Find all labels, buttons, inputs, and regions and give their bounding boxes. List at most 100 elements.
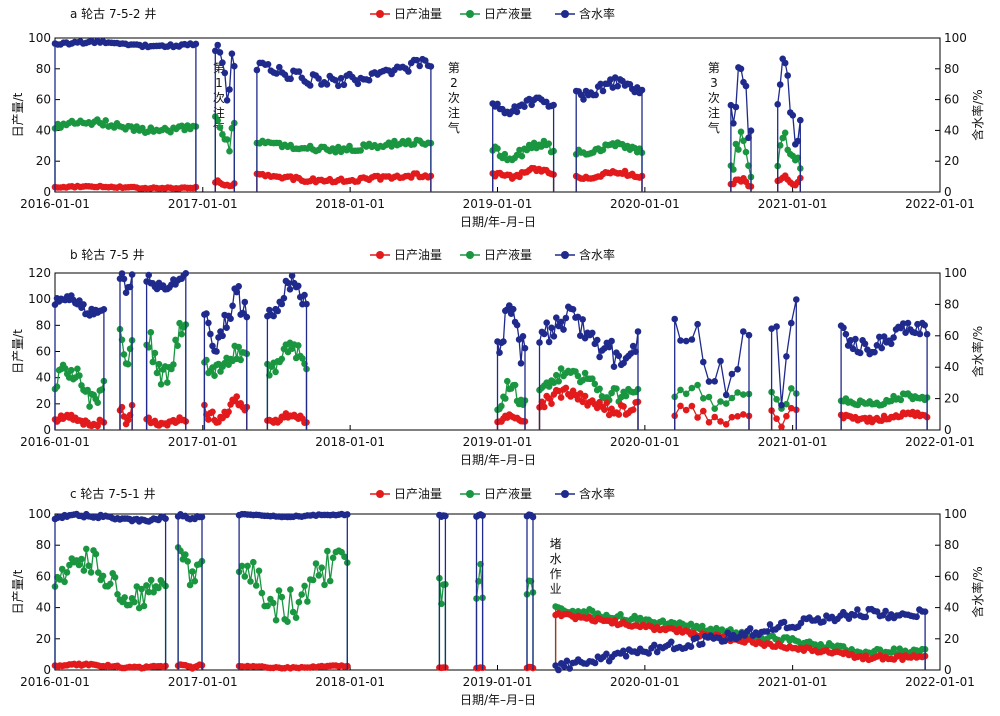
series-oil [51, 164, 804, 193]
annotation-char: 注 [708, 105, 720, 120]
data-point-water [622, 653, 630, 660]
series-liquid [51, 319, 931, 430]
data-point-water [717, 357, 724, 365]
data-point-liquid [186, 581, 194, 589]
y2-tick-label: 40 [944, 601, 959, 615]
y2-tick-label: 0 [944, 663, 952, 677]
data-point-liquid [61, 365, 69, 372]
data-point-water [122, 289, 130, 297]
data-point-water [219, 332, 226, 340]
legend-label-oil: 日产油量 [394, 248, 442, 262]
y2-tick-label: 60 [944, 569, 959, 583]
data-point-water [562, 314, 570, 322]
data-point-water [80, 301, 87, 308]
data-point-water [776, 81, 784, 88]
data-point-water [634, 328, 642, 335]
data-point-liquid [147, 576, 155, 584]
annotation-char: 第 [708, 61, 720, 75]
data-point-oil [677, 402, 684, 410]
data-point-liquid [247, 578, 254, 585]
data-point-water [734, 366, 741, 373]
data-point-liquid [278, 593, 286, 601]
data-point-liquid [238, 562, 246, 570]
annotation-char: 次 [448, 91, 460, 105]
data-point-liquid [682, 390, 690, 398]
legend-label-oil: 日产油量 [394, 487, 442, 501]
y-tick-label: 80 [36, 318, 51, 332]
data-point-water [651, 641, 658, 649]
y-tick-label: 0 [43, 185, 51, 199]
data-point-liquid [147, 329, 155, 336]
data-point-water [416, 62, 424, 70]
data-point-liquid [182, 551, 189, 558]
data-point-liquid [223, 136, 231, 143]
data-point-water [278, 300, 286, 308]
data-point-liquid [189, 568, 196, 575]
y2-tick-label: 100 [944, 31, 967, 45]
data-point-water [306, 82, 314, 89]
data-point-water [789, 112, 797, 119]
y2-tick-label: 60 [944, 93, 959, 107]
data-point-liquid [99, 572, 107, 580]
data-point-liquid [292, 614, 300, 621]
data-point-liquid [164, 379, 171, 386]
legend-marker-water [561, 10, 569, 18]
data-point-water [555, 666, 562, 674]
data-point-water [902, 329, 909, 337]
data-point-oil [788, 404, 795, 412]
data-point-water [844, 342, 852, 349]
data-point-water [543, 319, 550, 327]
data-point-water [521, 344, 529, 352]
data-point-water [162, 515, 169, 522]
annotation-char: 2 [450, 76, 458, 90]
data-point-oil [124, 416, 132, 424]
data-point-water [887, 340, 895, 348]
annotation-char: 次 [708, 91, 720, 105]
legend-marker-water [561, 251, 569, 259]
data-point-water [557, 318, 565, 326]
data-point-water [727, 101, 735, 109]
legend-marker-liquid [466, 251, 474, 259]
data-point-water [560, 326, 567, 333]
data-point-water [214, 41, 221, 49]
data-point-water [219, 59, 226, 66]
y-tick-label: 40 [36, 601, 51, 615]
series-line-water [54, 40, 197, 192]
data-point-liquid [287, 586, 294, 593]
data-point-liquid [728, 394, 736, 402]
annotation-char: 1 [215, 76, 223, 90]
data-point-water [528, 101, 535, 109]
series-water [51, 270, 931, 430]
x-axis-label: 日期/年–月–日 [460, 453, 536, 467]
x-axis-label: 日期/年–月–日 [460, 693, 536, 707]
data-point-water [513, 321, 521, 329]
data-point-liquid [617, 611, 624, 618]
data-point-water [340, 81, 348, 89]
data-point-water [500, 338, 507, 345]
data-point-liquid [155, 360, 163, 368]
data-point-water [794, 137, 802, 145]
data-point-liquid [153, 369, 161, 377]
data-point-water [221, 69, 229, 77]
legend-label-water: 含水率 [579, 6, 615, 21]
data-point-water [882, 607, 889, 615]
y2-axis-label: 含水率/% [970, 89, 985, 140]
data-point-water [243, 313, 251, 321]
data-point-liquid [504, 377, 511, 385]
data-point-liquid [94, 399, 101, 407]
data-point-water [592, 91, 599, 99]
x-tick-label: 2022-01-01 [905, 675, 975, 689]
data-point-oil [694, 414, 701, 421]
y-tick-label: 100 [28, 292, 51, 306]
data-point-water [788, 319, 795, 327]
data-point-liquid [149, 358, 157, 366]
data-point-oil [688, 402, 696, 410]
data-point-liquid [341, 553, 348, 560]
data-point-oil [581, 392, 589, 400]
data-point-liquid [717, 398, 724, 405]
data-point-liquid [298, 591, 306, 598]
data-point-water [851, 612, 858, 619]
data-point-water [553, 314, 560, 322]
